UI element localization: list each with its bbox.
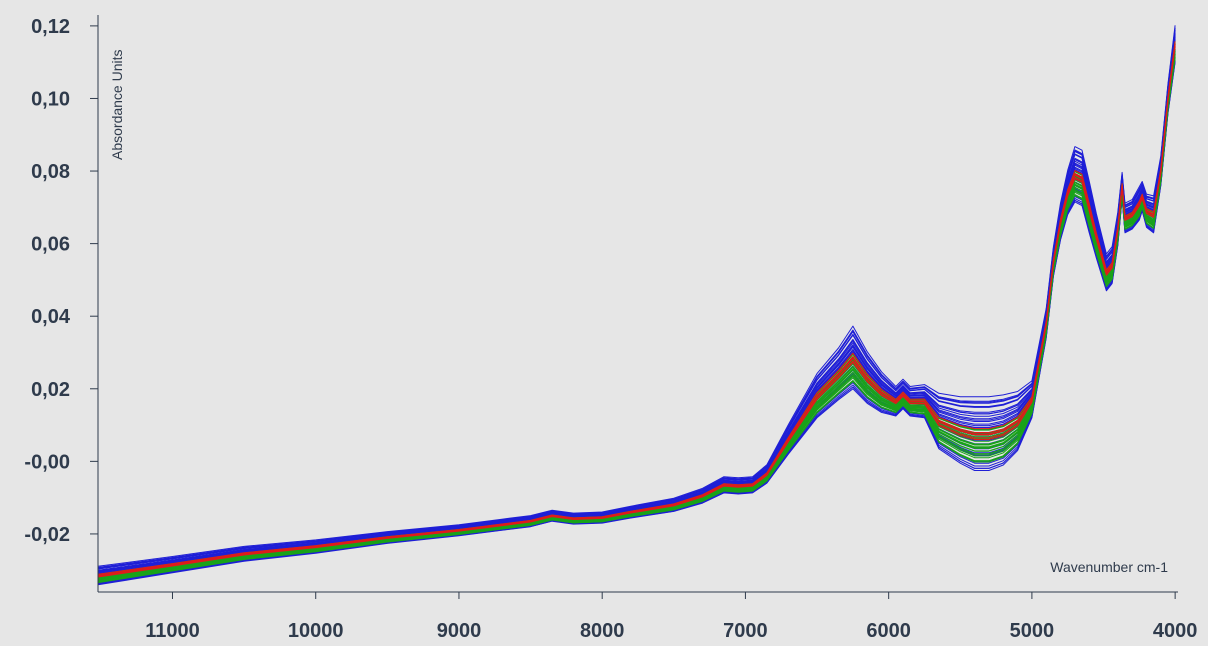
spectrum-line-blue	[97, 30, 1176, 570]
spectrum-line-green	[97, 44, 1176, 577]
spectrum-line-red	[97, 41, 1176, 575]
spectrum-line-blue	[97, 43, 1176, 576]
spectrum-line-blue	[97, 25, 1176, 567]
spectrum-line-blue	[97, 51, 1176, 580]
spectrum-line-blue	[97, 57, 1176, 583]
spectrum-line-blue	[97, 54, 1176, 582]
spectrum-line-green	[97, 57, 1176, 583]
spectrum-line-green	[97, 53, 1176, 581]
spectrum-line-green	[97, 47, 1176, 578]
spectrum-line-green	[97, 45, 1176, 577]
spectrum-line-green	[97, 48, 1176, 579]
spectrum-line-blue	[97, 27, 1176, 568]
spectrum-line-red	[97, 43, 1176, 576]
spectrum-line-red	[97, 46, 1176, 578]
spectrum-line-blue	[97, 45, 1176, 577]
spectrum-line-blue	[97, 37, 1176, 573]
spectrum-line-green	[97, 55, 1176, 582]
spectrum-line-blue	[97, 53, 1176, 581]
spectrum-line-blue	[97, 48, 1176, 579]
spectrum-line-green	[97, 52, 1176, 581]
spectrum-line-green	[97, 41, 1176, 575]
spectrum-line-blue	[97, 40, 1176, 575]
y-tick-label: 0,10	[31, 88, 70, 110]
spectrum-line-blue	[97, 33, 1176, 572]
spectrum-line-green	[97, 49, 1176, 579]
spectrum-line-blue	[97, 40, 1176, 575]
spectrum-line-green	[97, 50, 1176, 580]
spectrum-line-blue	[97, 50, 1176, 580]
y-tick-label: 0,12	[31, 16, 70, 38]
spectra-lines	[97, 25, 1176, 586]
x-tick-label: 7000	[723, 620, 768, 642]
spectrum-line-green	[97, 43, 1176, 576]
y-axis-title: Absordance Units	[109, 49, 125, 160]
spectrum-line-blue	[97, 33, 1176, 572]
spectrum-line-blue	[97, 47, 1176, 578]
spectrum-line-red	[97, 43, 1176, 577]
spectrum-line-blue	[97, 28, 1176, 569]
spectrum-line-blue	[97, 49, 1176, 579]
y-tick-label: 0,02	[31, 379, 70, 401]
spectrum-line-green	[97, 57, 1176, 583]
spectrum-line-green	[97, 41, 1176, 576]
spectrum-line-green	[97, 51, 1176, 580]
spectrum-line-green	[97, 43, 1176, 576]
x-tick-label: 6000	[866, 620, 911, 642]
spectrum-line-blue	[97, 38, 1176, 574]
spectrum-line-blue	[97, 44, 1176, 577]
y-axis-ticks: 0,12 0,10 0,08 0,06 0,04 0,02 -0,00 -0,02	[24, 16, 98, 546]
x-axis-title: Wavenumber cm-1	[1050, 559, 1168, 575]
spectrum-line-blue	[97, 36, 1176, 573]
x-tick-label: 11000	[145, 620, 200, 642]
spectrum-line-blue	[97, 30, 1176, 570]
spectrum-line-green	[97, 52, 1176, 581]
x-tick-label: 9000	[437, 620, 482, 642]
spectrum-line-blue	[97, 54, 1176, 582]
spectrum-line-green	[97, 54, 1176, 582]
spectrum-line-green	[97, 44, 1176, 577]
spectrum-line-blue	[97, 57, 1176, 583]
spectrum-line-blue	[97, 39, 1176, 574]
spectrum-line-blue	[97, 35, 1176, 572]
x-tick-label: 10000	[288, 620, 344, 642]
y-tick-label: 0,06	[31, 234, 70, 256]
spectrum-line-red	[97, 45, 1176, 578]
spectrum-line-blue	[97, 28, 1176, 569]
spectrum-line-green	[97, 54, 1176, 582]
spectrum-line-blue	[97, 46, 1176, 578]
x-axis-ticks: 11000 10000 9000 8000 7000 6000 5000 4000	[145, 592, 1197, 642]
y-tick-label: 0,08	[31, 161, 70, 183]
spectrum-line-blue	[97, 36, 1176, 573]
spectrum-line-green	[97, 46, 1176, 578]
spectrum-line-green	[97, 50, 1176, 580]
x-tick-label: 8000	[580, 620, 625, 642]
spectrum-line-blue	[97, 44, 1176, 577]
spectrum-line-blue	[97, 58, 1176, 584]
spectrum-line-green	[97, 50, 1176, 580]
x-tick-label: 5000	[1010, 620, 1055, 642]
spectrum-line-green	[97, 53, 1176, 582]
spectrum-line-green	[97, 57, 1176, 584]
spectrum-line-red	[97, 44, 1176, 577]
spectrum-line-green	[97, 41, 1176, 575]
spectrum-line-blue	[97, 50, 1176, 580]
y-tick-label: -0,02	[24, 524, 70, 546]
y-tick-label: -0,00	[24, 451, 70, 473]
spectrum-line-green	[97, 49, 1176, 579]
spectrum-line-green	[97, 45, 1176, 578]
spectrum-line-blue	[97, 30, 1176, 570]
spectrum-line-blue	[97, 33, 1176, 571]
x-tick-label: 4000	[1153, 620, 1198, 642]
spectrum-line-blue	[97, 53, 1176, 582]
y-tick-label: 0,04	[31, 306, 71, 328]
